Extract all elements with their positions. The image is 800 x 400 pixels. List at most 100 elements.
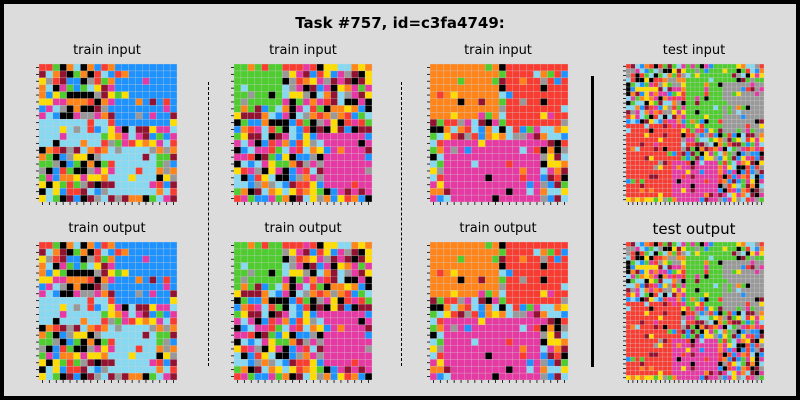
grid-cell xyxy=(135,324,143,332)
grid-cell xyxy=(667,142,672,147)
grid-cell xyxy=(644,114,649,120)
grid-cell xyxy=(695,352,700,357)
grid-cell xyxy=(436,77,444,85)
grid-cell xyxy=(639,82,645,87)
grid-cell xyxy=(149,276,157,284)
grid-cell xyxy=(676,269,682,275)
grid-cell xyxy=(727,343,732,348)
grid-cell xyxy=(676,188,682,193)
grid-cell xyxy=(149,153,157,161)
grid-cell xyxy=(653,169,659,175)
grid-cell xyxy=(722,361,728,367)
grid-cell xyxy=(108,160,115,168)
grid-cell xyxy=(156,153,164,161)
grid-cell xyxy=(736,288,741,293)
grid-cell xyxy=(718,174,723,179)
grid-cell xyxy=(73,366,81,374)
grid-cell xyxy=(736,242,741,247)
grid-cell xyxy=(704,260,709,265)
grid-cell xyxy=(234,297,241,305)
grid-cell xyxy=(108,262,115,270)
grid-cell xyxy=(289,290,297,298)
grid-cell xyxy=(149,119,157,127)
grid-cell xyxy=(519,77,527,85)
grid-cell xyxy=(639,174,645,179)
grid-cell xyxy=(309,153,317,161)
grid-cell xyxy=(745,251,751,256)
grid-cell xyxy=(736,197,741,202)
grid-cell xyxy=(626,338,631,344)
grid-cell xyxy=(101,242,108,249)
grid-cell xyxy=(499,84,506,92)
grid-cell xyxy=(699,320,705,325)
grid-cell xyxy=(533,167,541,175)
grid-cell xyxy=(309,304,317,311)
grid-cell xyxy=(662,114,668,120)
grid-cell xyxy=(699,77,705,83)
grid-cell xyxy=(275,64,283,71)
grid-cell xyxy=(718,123,723,129)
grid-cell xyxy=(309,269,317,277)
grid-cell xyxy=(750,324,755,330)
grid-cell xyxy=(649,334,654,339)
grid-cell xyxy=(450,146,458,154)
grid-cell xyxy=(344,366,352,374)
grid-cell xyxy=(52,290,60,298)
grid-cell xyxy=(73,77,81,85)
grid-cell xyxy=(234,331,241,339)
grid-cell xyxy=(365,352,372,360)
grid-cell xyxy=(708,192,714,198)
grid-cell xyxy=(731,315,737,321)
grid-cell xyxy=(282,84,290,92)
grid-cell xyxy=(662,73,668,78)
grid-cell xyxy=(282,133,290,140)
grid-cell xyxy=(667,361,672,367)
grid-cell xyxy=(142,324,150,332)
grid-cell xyxy=(533,262,541,270)
grid-cell xyxy=(275,331,283,339)
grid-cell xyxy=(128,373,136,380)
grid-cell xyxy=(351,373,359,380)
grid-cell xyxy=(499,290,506,298)
grid-cell xyxy=(649,114,654,120)
grid-cell xyxy=(699,297,705,302)
grid-cell xyxy=(443,324,451,332)
grid-cell xyxy=(630,255,636,261)
grid-cell xyxy=(745,110,751,115)
grid-cell xyxy=(540,352,548,360)
grid-cell xyxy=(282,324,290,332)
grid-cell xyxy=(745,347,751,353)
grid-cell xyxy=(635,246,640,252)
grid-cell xyxy=(358,91,366,99)
grid-cell xyxy=(135,290,143,298)
grid-cell xyxy=(94,331,102,339)
grid-cell xyxy=(94,64,102,71)
grid-cell xyxy=(365,119,372,127)
grid-cell xyxy=(718,361,723,367)
grid-cell xyxy=(672,133,677,138)
grid-cell xyxy=(499,248,506,256)
grid-cell xyxy=(699,375,705,380)
grid-cell xyxy=(316,242,324,249)
grid-cell xyxy=(337,77,345,85)
grid-cell xyxy=(337,139,345,147)
grid-cell xyxy=(731,361,737,367)
grid-cell xyxy=(170,91,177,99)
grid-cell xyxy=(73,359,81,367)
grid-cell xyxy=(254,126,262,133)
grid-cell xyxy=(163,262,171,270)
grid-cell xyxy=(303,188,310,196)
grid-cell xyxy=(649,320,654,325)
grid-cell xyxy=(695,338,700,344)
grid-cell xyxy=(662,137,668,143)
grid-cell xyxy=(142,262,150,270)
grid-cell xyxy=(52,276,60,284)
grid-cell xyxy=(759,133,764,138)
grid-cell xyxy=(540,98,548,106)
grid-cell xyxy=(658,274,663,279)
grid-cell xyxy=(533,248,541,256)
grid-cell xyxy=(485,366,493,374)
grid-cell xyxy=(142,373,150,380)
grid-cell xyxy=(750,165,755,170)
grid-cell xyxy=(316,84,324,92)
